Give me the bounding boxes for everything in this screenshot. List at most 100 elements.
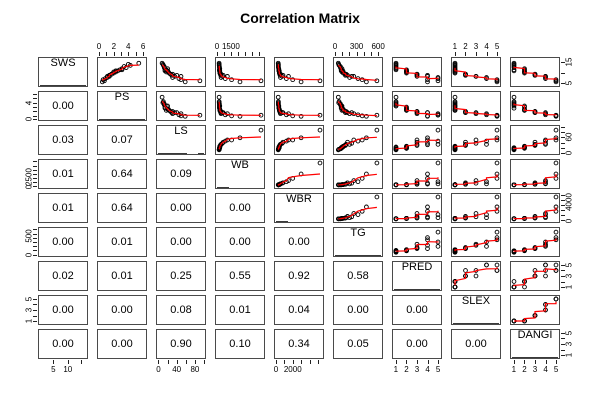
correlation-value: 0.01 bbox=[52, 168, 74, 180]
data-point bbox=[290, 77, 296, 83]
data-point bbox=[435, 194, 441, 200]
data-point bbox=[216, 94, 222, 100]
smooth-line bbox=[513, 174, 557, 186]
scatter-panel-WBR-vs-TG bbox=[333, 193, 383, 223]
variable-label-SLEX: SLEX bbox=[461, 295, 491, 307]
data-point bbox=[336, 100, 342, 106]
axis-tick bbox=[98, 52, 100, 56]
axis-tick-label: 5 bbox=[553, 365, 559, 374]
hist-bar bbox=[530, 357, 540, 358]
data-point bbox=[484, 262, 489, 268]
hist-bar bbox=[353, 255, 363, 256]
data-point bbox=[553, 229, 559, 235]
data-point bbox=[393, 94, 399, 100]
axis-tick bbox=[309, 360, 311, 364]
hist-slot bbox=[421, 289, 431, 290]
correlation-value: 0.00 bbox=[229, 202, 251, 214]
axis-tick bbox=[33, 233, 37, 235]
hist-bar bbox=[175, 153, 181, 154]
variable-label-LS: LS bbox=[174, 125, 188, 137]
data-point bbox=[182, 79, 188, 85]
axis-tick bbox=[53, 360, 55, 364]
data-point bbox=[298, 79, 304, 85]
hist-bar bbox=[453, 323, 461, 324]
axis-tick-label: 4000 bbox=[564, 193, 574, 212]
scatter-panel-TG-vs-DANGI bbox=[510, 227, 560, 257]
scatter-panel-SWS-vs-DANGI: 15 5 bbox=[510, 57, 574, 87]
axis-tick-label: 2 bbox=[404, 365, 409, 374]
axis-tick-label: 4 bbox=[543, 365, 548, 374]
diag-panel-LS: LS bbox=[156, 125, 206, 155]
data-point bbox=[237, 79, 243, 85]
axis-tick bbox=[284, 360, 286, 364]
scatter-plot bbox=[452, 229, 500, 255]
scatter-panel-LS-vs-WB bbox=[215, 125, 265, 155]
histogram bbox=[276, 194, 322, 222]
correlation-value: 0.90 bbox=[170, 338, 192, 350]
axis-tick bbox=[203, 360, 205, 364]
smooth-line bbox=[101, 64, 139, 81]
axis-tick bbox=[33, 250, 37, 252]
data-point bbox=[435, 244, 441, 249]
hist-slot bbox=[135, 119, 146, 120]
hist-slot bbox=[521, 357, 531, 358]
scatter-plot bbox=[275, 60, 323, 85]
data-point bbox=[553, 135, 559, 141]
data-point bbox=[258, 78, 264, 84]
data-point bbox=[277, 181, 283, 187]
hist-slot bbox=[483, 323, 492, 324]
correlation-value: 0.00 bbox=[111, 304, 133, 316]
scatter-plot bbox=[393, 194, 441, 222]
data-point bbox=[494, 262, 500, 268]
hist-slot bbox=[453, 323, 461, 324]
data-point bbox=[425, 171, 430, 177]
axis-tick bbox=[556, 360, 558, 364]
axis-tick-label: 60 bbox=[564, 133, 574, 142]
scatter-plot bbox=[159, 94, 203, 119]
axis-tick bbox=[33, 161, 37, 163]
axis-tick bbox=[406, 360, 408, 364]
value-cell-WB-LS: 0.09 bbox=[156, 159, 206, 189]
hist-bar bbox=[158, 153, 164, 154]
data-point bbox=[229, 77, 234, 83]
value-cell-SLEX-SWS: 0.00 5 3 1 bbox=[25, 295, 88, 325]
hist-slot bbox=[126, 119, 136, 120]
data-point bbox=[494, 229, 500, 235]
data-point bbox=[335, 94, 341, 100]
data-point bbox=[425, 135, 430, 141]
axis-tick bbox=[561, 142, 565, 144]
value-cell-SLEX-WB: 0.01 bbox=[215, 295, 265, 325]
scatter-panel-WB-vs-TG bbox=[333, 159, 383, 189]
hist-slot bbox=[476, 323, 484, 324]
correlation-value: 0.00 bbox=[52, 338, 74, 350]
correlation-value: 0.01 bbox=[52, 202, 74, 214]
data-point bbox=[494, 135, 500, 141]
data-point bbox=[452, 94, 458, 100]
hist-bar bbox=[181, 153, 187, 154]
scatter-panel-WB-vs-WBR bbox=[274, 159, 324, 189]
scatter-panel-WB-vs-SLEX bbox=[451, 159, 501, 189]
diag-panel-PRED: PRED bbox=[392, 261, 442, 291]
axis-tick bbox=[417, 360, 418, 364]
hist-slot bbox=[371, 255, 382, 256]
axis-tick bbox=[33, 165, 37, 167]
value-cell-WBR-LS: 0.00 bbox=[156, 193, 206, 223]
scatter-plot bbox=[275, 94, 323, 119]
axis-tick bbox=[224, 52, 226, 56]
data-point bbox=[484, 142, 489, 147]
data-point bbox=[277, 72, 283, 78]
data-point bbox=[543, 111, 548, 117]
axis-tick bbox=[561, 264, 565, 266]
value-cell-DANGI-WB: 0.10 bbox=[215, 329, 265, 359]
hist-slot bbox=[548, 357, 559, 358]
scatter-panel-PRED-vs-DANGI: 5 3 1 bbox=[510, 261, 574, 291]
smooth-line bbox=[513, 207, 557, 220]
correlation-value: 0.00 bbox=[52, 236, 74, 248]
correlation-value: 0.00 bbox=[288, 236, 310, 248]
data-point bbox=[165, 68, 170, 74]
smooth-line bbox=[218, 65, 262, 81]
hist-bar bbox=[512, 357, 522, 358]
data-point bbox=[393, 249, 399, 255]
correlation-value: 0.00 bbox=[406, 338, 428, 350]
